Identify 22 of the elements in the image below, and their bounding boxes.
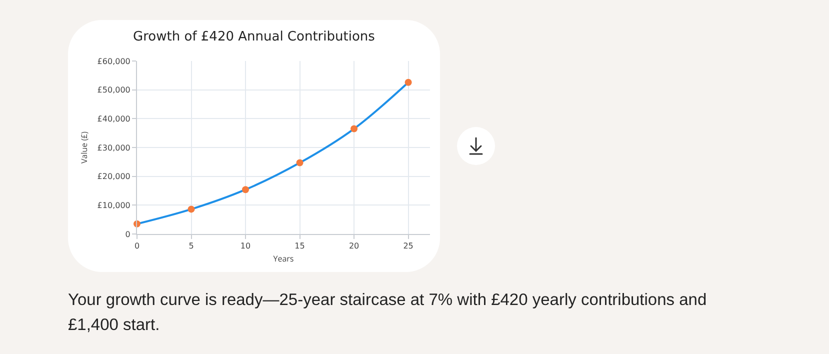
chart-title: Growth of £420 Annual Contributions (133, 29, 376, 44)
y-tick-label: £60,000 (97, 56, 130, 66)
point (242, 186, 250, 194)
x-tick-label: 25 (403, 242, 414, 251)
point (404, 78, 412, 86)
y-tick-label: £40,000 (97, 114, 130, 124)
point (350, 125, 358, 132)
y-axis-title: Value (£) (79, 130, 90, 164)
text: Your growth curve is ready—25-year staircase at 7% with £420 yearly contributions and £1,400 start. (68, 290, 708, 336)
y-tick-label: 0 (125, 230, 130, 239)
x-tick-label: 5 (188, 242, 194, 251)
y-tick-label: £20,000 (97, 172, 130, 182)
x-tick-label: 0 (134, 242, 140, 251)
point (188, 206, 195, 213)
y-tick-label: £10,000 (97, 200, 130, 210)
x-axis-title: Years (273, 254, 294, 265)
x-tick-label: 10 (240, 242, 251, 251)
point (296, 159, 304, 166)
y-tick-label: £30,000 (97, 143, 130, 152)
x-tick-label: 15 (294, 242, 305, 251)
y-tick-label: £50,000 (97, 86, 130, 95)
x-tick-label: 20 (348, 242, 360, 251)
